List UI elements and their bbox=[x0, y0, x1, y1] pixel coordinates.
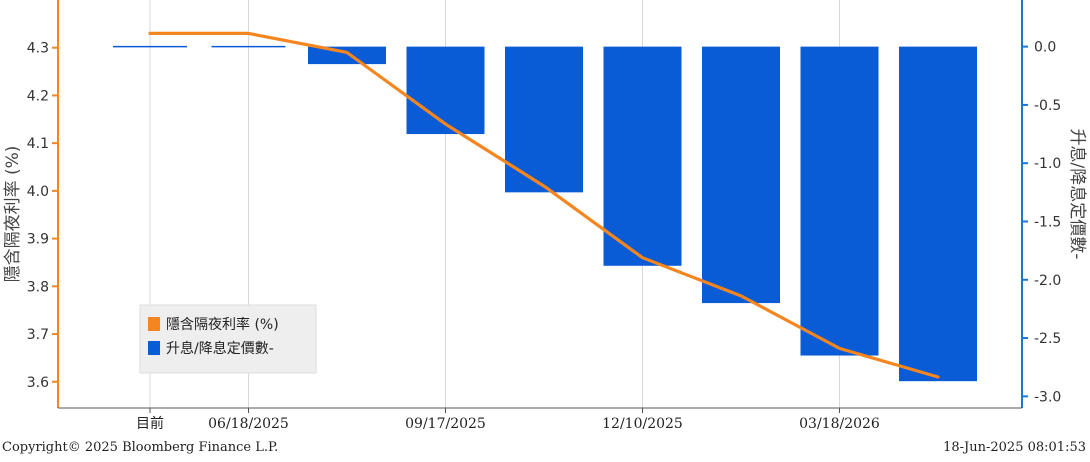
bar-5 bbox=[603, 46, 682, 266]
left-tick-label-2: 3.8 bbox=[27, 279, 49, 295]
bar-6 bbox=[702, 46, 780, 304]
bar-7 bbox=[800, 46, 879, 356]
left-tick-label-4: 4.0 bbox=[27, 184, 49, 200]
right-tick-label-1: -0.5 bbox=[1034, 98, 1061, 114]
x-axis: 目前 06/18/2025 09/17/2025 12/10/2025 03/18/20… bbox=[58, 407, 1022, 432]
left-tick-label-7: 4.3 bbox=[27, 41, 49, 57]
right-tick-label-2: -1.0 bbox=[1034, 156, 1061, 172]
right-axis: 0.0 -0.5 -1.0 -1.5 -2.0 -2.5 -3.0 升息/降息定價數- bbox=[1021, 0, 1087, 408]
right-tick-label-6: -3.0 bbox=[1034, 389, 1061, 405]
x-tick-label-0: 目前 bbox=[136, 415, 164, 432]
left-tick-label-3: 3.9 bbox=[27, 232, 49, 248]
x-tick-label-2: 09/17/2025 bbox=[405, 416, 486, 432]
bar-2 bbox=[308, 46, 386, 65]
left-tick-label-0: 3.6 bbox=[27, 375, 49, 391]
implied-rate-line bbox=[148, 31, 940, 379]
x-tick-label-4: 03/18/2026 bbox=[799, 416, 880, 432]
left-tick-label-1: 3.7 bbox=[27, 327, 49, 343]
left-tick-label-5: 4.1 bbox=[27, 136, 49, 152]
right-tick-label-4: -2.0 bbox=[1034, 273, 1061, 289]
x-tick-label-1: 06/18/2025 bbox=[208, 416, 289, 432]
legend-box bbox=[139, 304, 317, 374]
left-tick-label-6: 4.2 bbox=[27, 88, 49, 104]
chart-legend: 隱含隔夜利率 (%) 升息/降息定價數- bbox=[139, 304, 317, 374]
right-tick-label-3: -1.5 bbox=[1034, 214, 1061, 230]
bar-8 bbox=[899, 46, 977, 382]
timestamp-text: 18-Jun-2025 08:01:53 bbox=[943, 440, 1086, 455]
bar-3 bbox=[406, 46, 485, 135]
right-tick-label-5: -2.5 bbox=[1034, 331, 1061, 347]
legend-swatch-1 bbox=[148, 341, 160, 355]
copyright-text: Copyright© 2025 Bloomberg Finance L.P. bbox=[2, 440, 279, 455]
left-axis: 3.6 3.7 3.8 3.9 4.0 4.1 4.2 4.3 隱含隔夜利率 (%) bbox=[3, 0, 59, 408]
legend-label-1: 升息/降息定價數- bbox=[166, 340, 274, 357]
right-axis-label: 升息/降息定價數- bbox=[1067, 129, 1087, 260]
x-tick-label-3: 12/10/2025 bbox=[602, 416, 683, 432]
left-axis-label: 隱含隔夜利率 (%) bbox=[3, 146, 23, 283]
legend-label-0: 隱含隔夜利率 (%) bbox=[166, 316, 279, 333]
legend-swatch-0 bbox=[148, 317, 160, 331]
right-tick-label-0: 0.0 bbox=[1034, 40, 1056, 56]
